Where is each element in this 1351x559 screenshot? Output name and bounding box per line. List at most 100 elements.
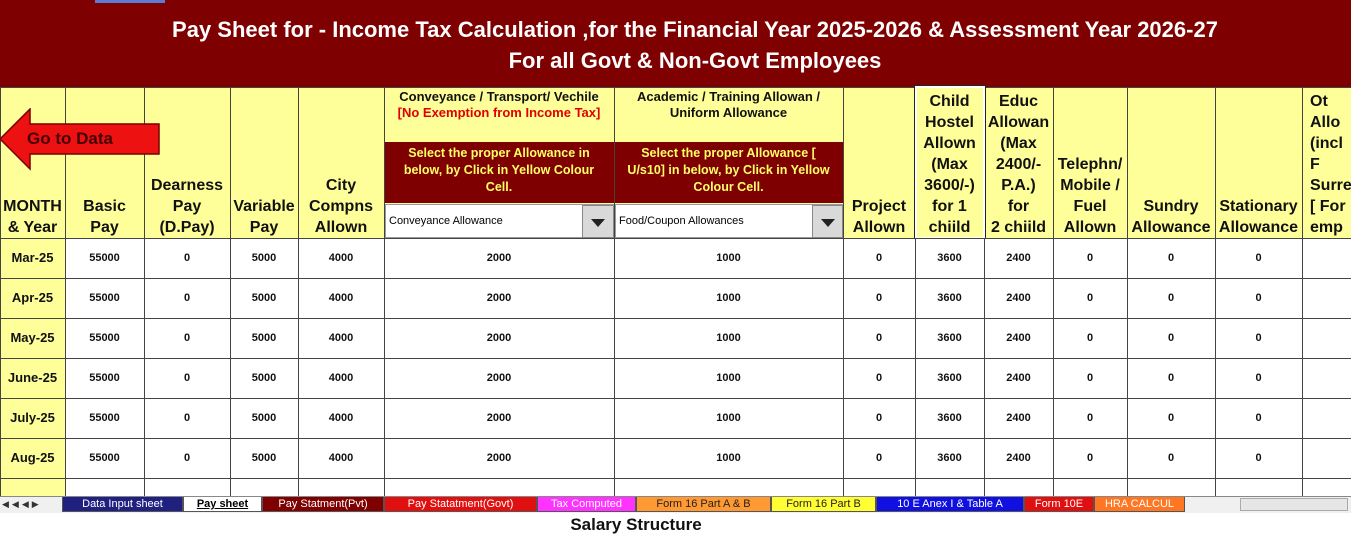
column-header: Mobile / <box>1060 177 1120 194</box>
value-cell: 1000 <box>716 292 741 304</box>
column-header: 2 chiild <box>990 219 1047 236</box>
column-header: (incl <box>1310 135 1343 152</box>
cell <box>915 318 985 359</box>
instruction-text: Cell. <box>485 180 513 194</box>
value-cell: 0 <box>183 452 191 464</box>
cell <box>614 398 844 439</box>
value-cell: 4000 <box>328 332 354 344</box>
sheet-tab[interactable]: Form 10E <box>1024 497 1094 512</box>
value-cell: 55000 <box>89 252 120 264</box>
value-cell: 55000 <box>89 372 120 384</box>
value-cell: 0 <box>875 452 883 464</box>
sheet-tab[interactable]: Form 16 Part A & B <box>636 497 771 512</box>
go-to-data[interactable]: Go to Data <box>27 129 113 148</box>
column-header: Allowan <box>987 114 1050 131</box>
instruction-text: Select the proper Allowance in <box>408 146 590 160</box>
column-header: Dearness <box>150 177 224 194</box>
column-header: F <box>1310 156 1320 173</box>
value-cell: 2400 <box>1006 252 1031 264</box>
scrollbar[interactable] <box>1240 498 1348 511</box>
column-header: Child <box>929 93 970 110</box>
dropdown-button[interactable] <box>812 205 843 238</box>
value-cell: 0 <box>875 412 883 424</box>
cell <box>0 238 66 279</box>
dropdown[interactable] <box>385 204 614 238</box>
column-header: Allown <box>923 135 976 152</box>
value-cell: 2000 <box>486 292 512 304</box>
value-cell: 0 <box>1167 412 1175 424</box>
cell <box>843 358 916 399</box>
dropdown-button[interactable] <box>582 205 614 238</box>
sheet-tab[interactable]: 10 E Anex I & Table A <box>876 497 1024 512</box>
value-cell: 0 <box>183 372 191 384</box>
value-cell: 2000 <box>486 412 512 424</box>
dropdown-value[interactable]: Food/Coupon Allowances <box>619 215 744 227</box>
column-header: Variable <box>233 198 295 215</box>
sheet-tab[interactable]: Pay Statment(Pvt) <box>262 497 384 512</box>
value-cell: 0 <box>1167 452 1175 464</box>
cell <box>298 438 385 479</box>
value-cell: 0 <box>1086 372 1094 384</box>
value-cell: 2400 <box>1006 332 1031 344</box>
cell <box>1053 438 1128 479</box>
value-cell: 0 <box>875 252 883 264</box>
cell <box>230 398 299 439</box>
value-cell: 1000 <box>716 332 741 344</box>
value-cell: 0 <box>1255 292 1262 304</box>
cell <box>915 358 985 399</box>
header-cell <box>843 87 916 239</box>
go-to-data-arrow[interactable] <box>0 108 162 172</box>
cell <box>0 398 66 439</box>
title-line: Pay Sheet for - Income Tax Calculation ,… <box>172 17 1218 42</box>
cell <box>1302 238 1351 279</box>
header-cell <box>144 87 231 239</box>
value-cell: 1000 <box>716 372 741 384</box>
value-cell: 55000 <box>89 292 120 304</box>
sheet-tab[interactable]: Pay Statatment(Govt) <box>384 497 537 512</box>
value-cell: 0 <box>1167 252 1175 264</box>
column-header: Fuel <box>1073 198 1107 215</box>
column-header: Pay <box>249 219 279 236</box>
dropdown[interactable] <box>615 204 843 238</box>
column-header: (D.Pay) <box>159 219 215 236</box>
cell <box>230 438 299 479</box>
cell <box>1302 358 1351 399</box>
value-cell: 0 <box>183 412 191 424</box>
cell <box>0 358 66 399</box>
value-cell: 5000 <box>251 252 277 264</box>
column-header: (Max <box>931 156 968 173</box>
cell <box>230 318 299 359</box>
value-cell: 0 <box>183 332 191 344</box>
value-cell: 0 <box>875 292 883 304</box>
instruction-text: below, by Click in Yellow Colour <box>403 163 595 177</box>
cell <box>1302 278 1351 319</box>
column-header: City <box>325 177 357 194</box>
value-cell: 0 <box>1255 372 1262 384</box>
dropdown-value[interactable]: Conveyance Allowance <box>389 215 503 227</box>
sheet-tab[interactable]: Data Input sheet <box>62 497 183 512</box>
value-cell: 0 <box>1086 452 1094 464</box>
cell-indicator <box>95 0 165 3</box>
sheet-tab[interactable]: Pay sheet <box>183 497 262 512</box>
cell <box>65 358 145 399</box>
value-cell: 2000 <box>486 372 512 384</box>
value-cell: 0 <box>1086 292 1094 304</box>
sheet-tab[interactable]: Form 16 Part B <box>771 497 876 512</box>
cell <box>230 238 299 279</box>
value-cell: 55000 <box>89 412 120 424</box>
cell <box>1127 358 1216 399</box>
value-cell: 5000 <box>251 452 277 464</box>
column-header: Hostel <box>925 114 974 131</box>
instruction-text: U/s10] in below, by Click in Yellow <box>627 163 830 177</box>
header-cell <box>230 87 299 239</box>
sheet-tab[interactable]: Tax Computed <box>537 497 636 512</box>
value-cell: 1000 <box>716 252 741 264</box>
value-cell: 0 <box>1255 452 1262 464</box>
column-header: MONTH <box>3 198 62 215</box>
value-cell: 0 <box>875 332 883 344</box>
column-header: Telephn/ <box>1057 156 1123 173</box>
sheet-tab[interactable]: HRA CALCUL <box>1094 497 1185 512</box>
value-cell: 4000 <box>328 452 354 464</box>
month-cell: Apr-25 <box>11 290 54 305</box>
column-header: Ot <box>1310 93 1328 110</box>
